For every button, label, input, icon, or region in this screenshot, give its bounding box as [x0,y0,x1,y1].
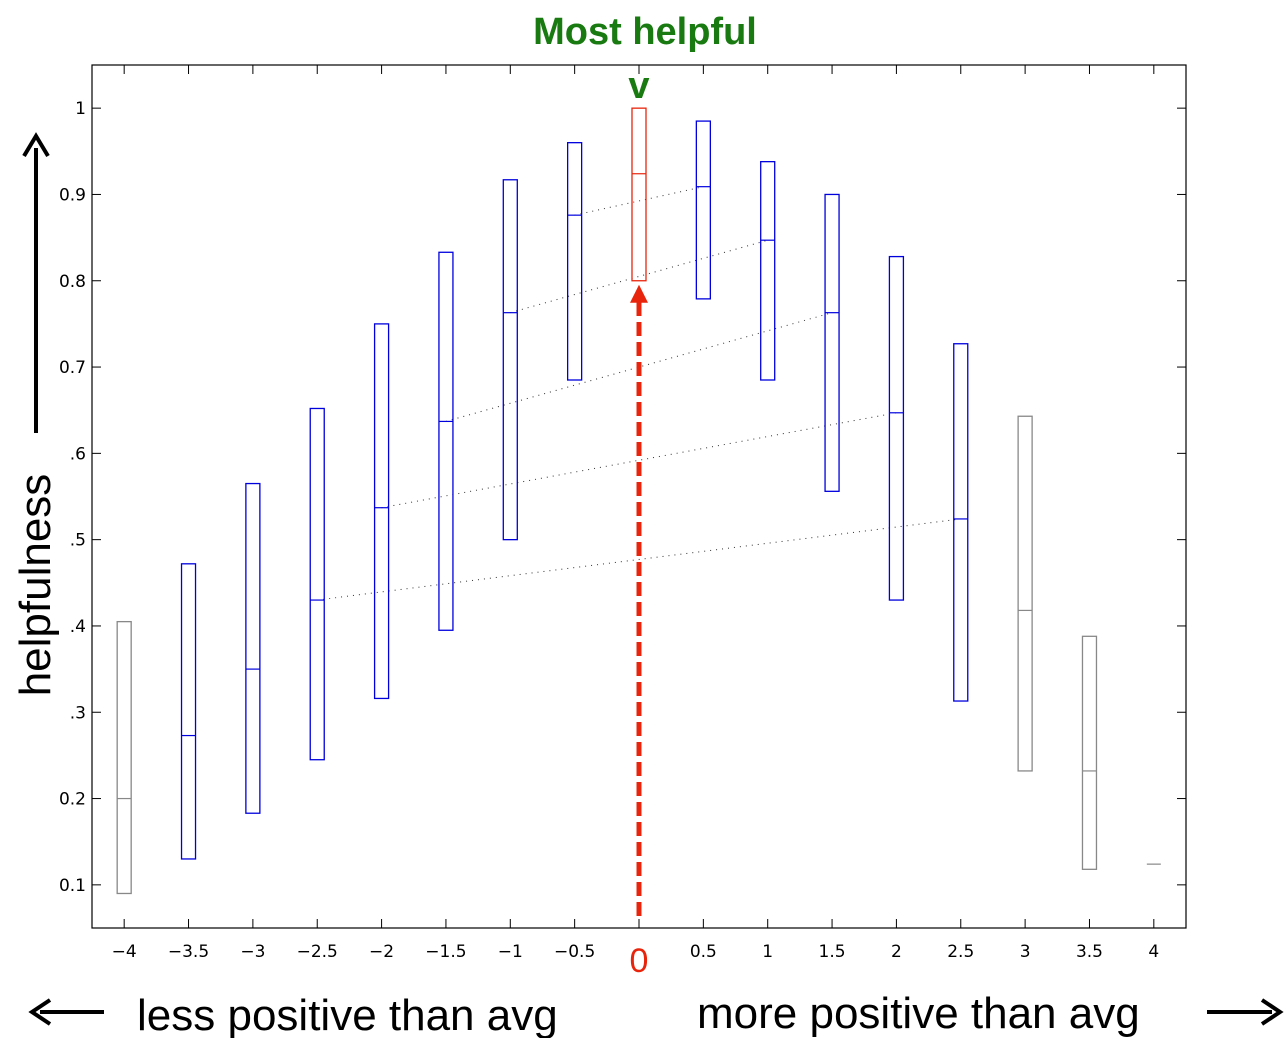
box [695,120,712,300]
box [245,482,261,814]
x-axis-label-right: more positive than avg [697,989,1140,1038]
right-arrow [1207,998,1284,1026]
x-tick-label: −3 [240,942,265,962]
y-axis-arrow [22,132,50,433]
y-tick-label: 0.9 [59,185,86,205]
y-tick-label: 0.2 [59,790,86,810]
median-link-line [317,518,961,601]
median-link-line [574,186,704,216]
x-tick-label: 4 [1148,942,1159,962]
box [309,407,325,761]
box [888,255,905,601]
box [631,107,647,282]
left-arrow [28,998,104,1026]
x-tick-label: −1 [498,942,523,962]
box [824,193,840,492]
y-tick-label: .4 [70,617,86,637]
box [502,179,518,541]
y-axis-label: helpfulness [11,474,60,697]
y-tick-label: 1 [75,99,86,119]
box [438,251,454,631]
box [566,142,583,381]
box [760,161,776,381]
x-tick-label: 3 [1020,942,1031,962]
x-tick-label: 2.5 [947,942,974,962]
x-tick-labels: −4 −3.5 −3 −2.5 −2 −1.5 −1 −0.5 0.5 1 1.5 2 2.5 3 3.5 4 [112,942,1160,962]
dotted-median-links [317,186,961,601]
y-tick-labels: 0.1 0.2 .3 .4 .5 .6 0.7 0.8 0.9 1 [59,99,86,896]
x-tick-label: 1 [762,942,773,962]
box [116,620,132,895]
x-tick-label: 2 [891,942,902,962]
y-tick-label: 0.7 [59,358,86,378]
chart-title: Most helpful [533,11,757,53]
box [953,343,969,702]
plot-area-frame [91,64,1187,929]
box-series [116,107,1161,895]
x-tick-label: 1.5 [819,942,846,962]
y-tick-label: .6 [70,444,86,464]
y-tick-label: .3 [70,703,86,723]
x-tick-label: −4 [112,942,137,962]
zero-label: 0 [630,942,649,980]
x-tick-label: −2.5 [297,942,338,962]
x-tick-label: −3.5 [168,942,209,962]
x-tick-label: −1.5 [425,942,466,962]
x-axis-label-left: less positive than avg [137,991,558,1038]
y-tick-label: .5 [70,531,86,551]
box [1081,635,1098,870]
x-tick-label: 3.5 [1076,942,1103,962]
x-tick-label: −0.5 [554,942,595,962]
box [1017,415,1033,772]
x-tick-label: −2 [369,942,394,962]
box [180,563,197,860]
x-tick-label: 0.5 [690,942,717,962]
median-link-line [445,312,833,422]
most-helpful-marker: v [628,65,649,107]
y-tick-label: 0.1 [59,876,86,896]
zero-arrow-head [630,284,648,303]
axis-ticks [92,65,1186,928]
y-tick-label: 0.8 [59,272,86,292]
median-link-line [510,239,768,314]
box [373,323,390,700]
